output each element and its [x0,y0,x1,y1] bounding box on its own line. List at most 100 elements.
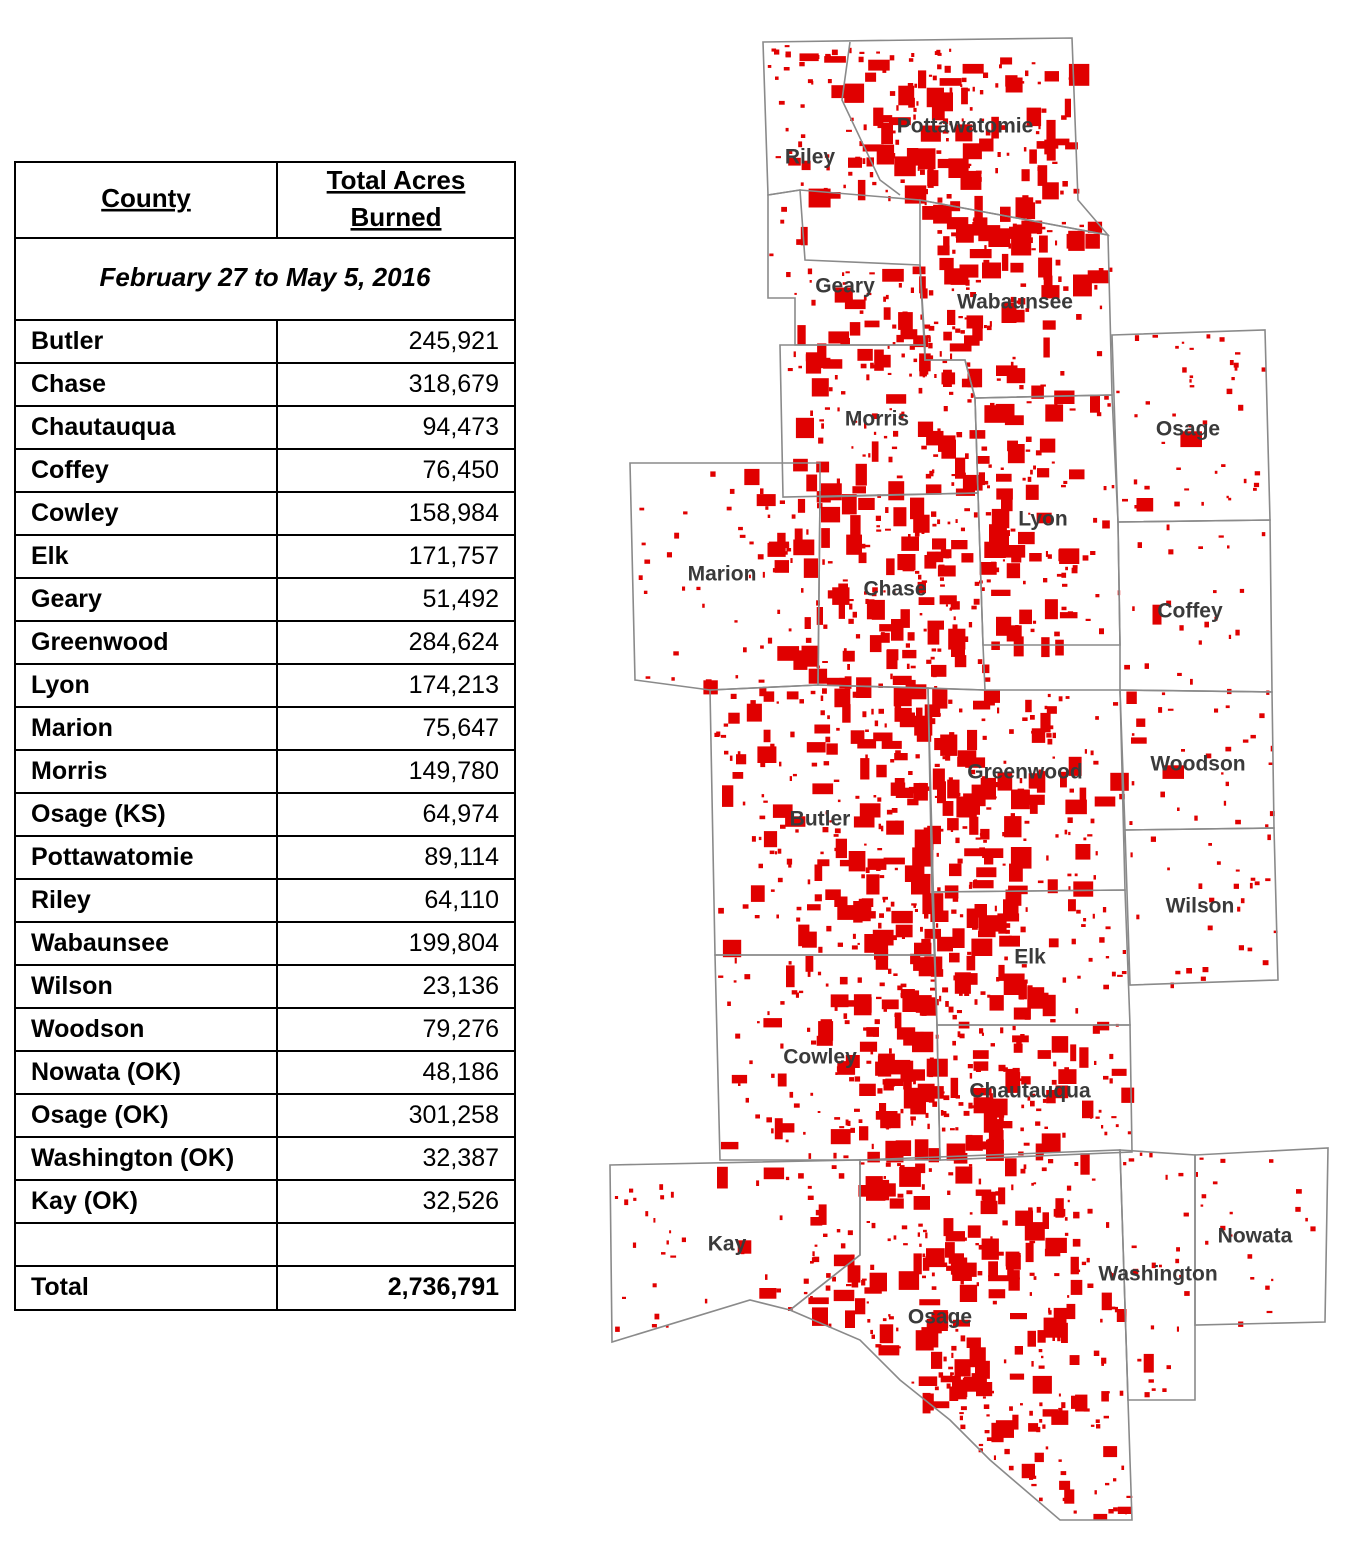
burn-area [840,1243,846,1249]
county-name: Osage (OK) [31,1101,169,1129]
burn-area [988,464,992,468]
burn-area [1050,999,1054,1005]
burn-area [927,908,933,912]
burn-area [886,558,895,576]
burn-area [1062,977,1067,983]
burn-area [1131,737,1147,744]
burn-area [846,534,862,555]
burn-area [1126,691,1137,704]
burn-area [751,836,756,842]
burn-area [958,316,963,319]
burn-area [1234,366,1238,371]
burn-area [1054,1273,1060,1277]
acres-value: 318,679 [409,370,499,398]
burn-area [942,801,954,816]
burn-area [1235,629,1240,636]
burn-area [1183,1212,1189,1217]
county-label: Osage [1156,418,1220,441]
burn-area [1239,588,1245,593]
burn-area [876,51,880,54]
burn-area [1037,1050,1051,1059]
burn-area [924,324,931,329]
burn-area [968,622,973,628]
burn-area [959,1033,965,1039]
burn-area [765,506,769,510]
burn-area [895,924,913,938]
burn-area [951,288,955,292]
burn-area [825,811,828,815]
burn-area [838,597,845,619]
burn-area [1010,847,1032,869]
burn-area [726,506,732,511]
burn-area [955,519,958,523]
county-name: Butler [31,327,104,355]
burn-area [919,613,923,616]
burn-area [957,1031,961,1038]
burn-area [897,985,903,991]
burn-area [940,1110,944,1116]
burn-area [1047,879,1058,894]
burn-area [940,692,945,696]
county-name: Coffey [31,456,109,484]
burn-area [886,394,907,404]
burn-area [1225,781,1229,787]
burn-area [1253,482,1260,488]
burn-area [1005,1158,1017,1177]
burn-area [830,1129,851,1145]
burn-area [944,263,952,285]
burn-area [939,995,942,1002]
burn-area [903,1243,908,1246]
burn-area [1046,1090,1056,1104]
burn-area [1093,1513,1108,1520]
burn-area [1025,205,1029,209]
burn-area [1058,549,1073,562]
burn-area [839,976,848,985]
burn-area [1042,1098,1047,1103]
burn-area [742,904,749,909]
burn-area [1103,1415,1109,1419]
burn-area [810,690,816,695]
burn-area [981,587,985,591]
burn-area [1096,412,1102,417]
burn-area [885,1162,891,1167]
burn-area [744,974,751,980]
burn-area [960,170,982,190]
burn-area [981,446,988,451]
burn-area [891,910,913,924]
burn-area [949,391,954,395]
burn-area [1269,811,1275,817]
burn-area [959,1284,978,1302]
county-outline [788,1149,1133,1521]
burn-area [1012,1035,1029,1043]
burn-area [959,1415,963,1421]
burn-area [886,907,891,912]
burn-area [1061,221,1066,225]
burn-area [830,192,841,199]
burn-area [873,107,884,126]
burn-area [945,1231,965,1242]
burn-area [1261,532,1266,537]
burn-area [641,542,646,546]
burn-area [965,279,970,286]
county-label: Cowley [783,1046,857,1069]
burn-area [1189,375,1194,379]
burn-area [1108,267,1113,272]
burn-area [972,880,994,889]
burn-area [729,755,733,761]
burn-area [986,1414,990,1417]
burn-area [898,1271,920,1290]
burn-area [870,1048,874,1055]
burn-area [930,969,944,977]
burn-area [818,1204,827,1225]
burn-area [988,1390,994,1394]
burn-area [1175,345,1179,349]
burn-area [746,703,762,722]
burn-area [770,743,775,747]
burn-area [1020,926,1026,933]
burn-area [986,807,992,810]
county-outline [936,1024,1133,1161]
burn-area [1097,1021,1110,1031]
burn-area [1134,335,1140,341]
burn-area [885,189,888,193]
burn-area [914,909,918,912]
